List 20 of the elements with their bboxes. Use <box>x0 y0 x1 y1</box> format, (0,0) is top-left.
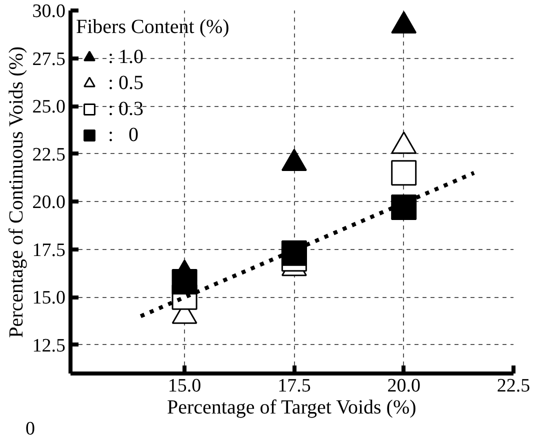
text: 0 <box>26 418 35 436</box>
legend-label: : 0.5 <box>108 72 144 94</box>
y-tick-label: 22.5 <box>32 144 66 166</box>
legend-label: : 0 <box>108 124 139 146</box>
y-tick-label: 20.0 <box>32 192 66 214</box>
y-tick-label: 15.0 <box>32 288 66 309</box>
y-tick-label: 27.5 <box>32 48 66 70</box>
x-tick-label: 17.5 <box>278 376 311 396</box>
legend-label: : 1.0 <box>108 46 144 68</box>
y-tick-label: 12.5 <box>32 335 66 356</box>
x-tick-label: 22.5 <box>496 376 530 396</box>
y-tick-label: 25.0 <box>32 96 66 118</box>
y-tick-label: 30.0 <box>32 1 66 22</box>
y-axis-title: Percentage of Continuous Voids (%) <box>5 46 28 338</box>
x-tick-label: 20.0 <box>387 376 420 396</box>
legend-label: : 0.3 <box>108 98 144 120</box>
y-tick-label: 17.5 <box>32 240 66 261</box>
x-axis-title: Percentage of Target Voids (%) <box>167 396 416 418</box>
x-tick-label: 15.0 <box>168 376 202 396</box>
legend-title: Fibers Content (%) <box>76 16 230 39</box>
